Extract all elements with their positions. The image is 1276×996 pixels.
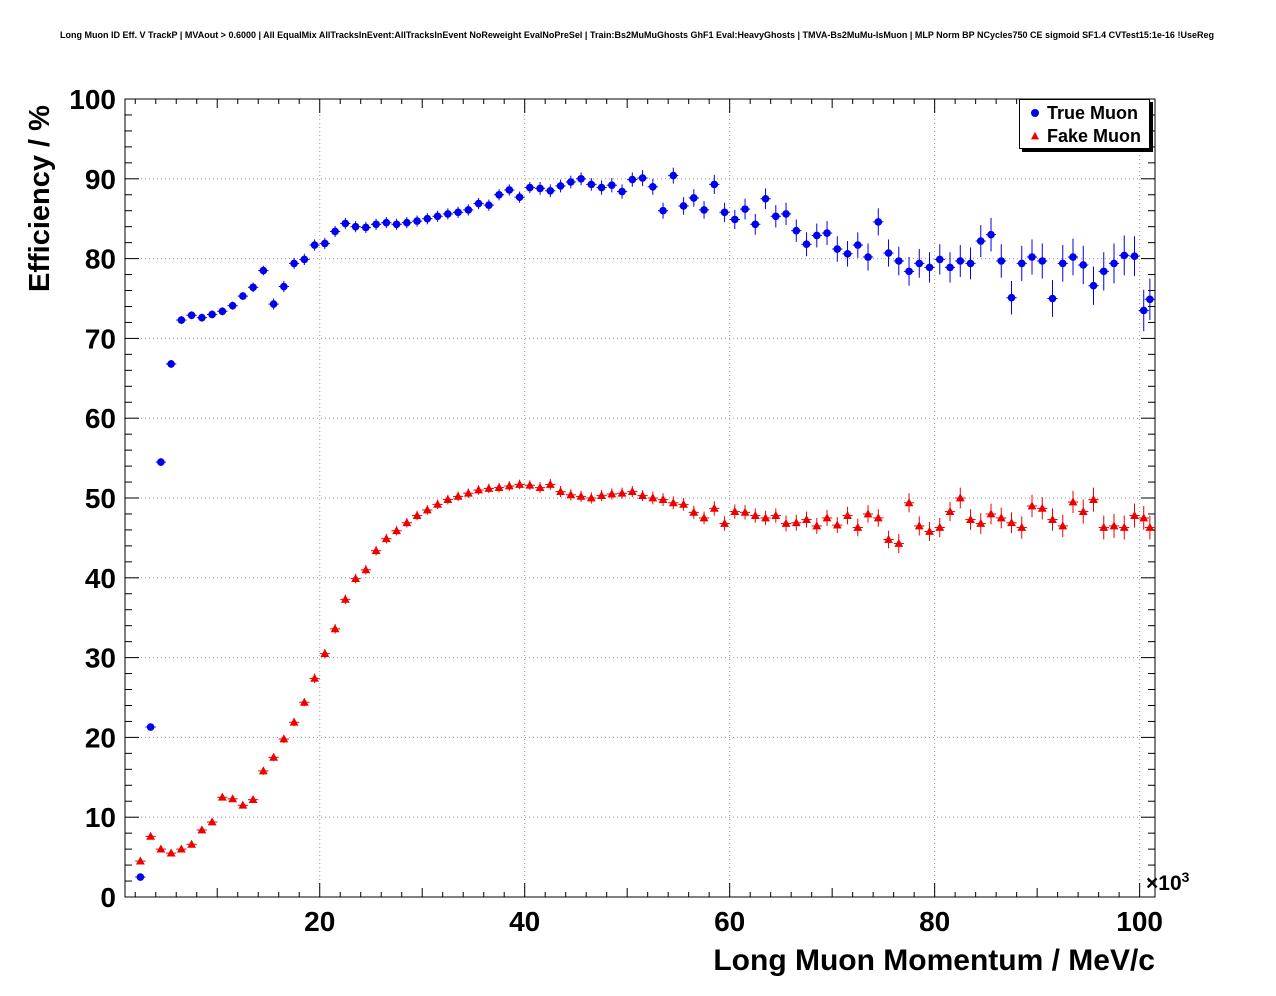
- x-axis-exponent-power: 3: [1181, 869, 1190, 885]
- y-axis-title: Efficiency / %: [24, 105, 56, 292]
- x-axis-exponent-base: ×10: [1146, 872, 1182, 895]
- legend: True Muon Fake Muon: [1019, 99, 1150, 149]
- legend-label-true-muon: True Muon: [1047, 102, 1138, 123]
- svg-text:50: 50: [85, 483, 116, 514]
- svg-text:10: 10: [85, 802, 116, 833]
- legend-label-fake-muon: Fake Muon: [1047, 125, 1142, 146]
- svg-text:40: 40: [509, 906, 540, 937]
- svg-text:80: 80: [85, 244, 116, 275]
- svg-text:60: 60: [714, 906, 745, 937]
- svg-text:70: 70: [85, 323, 116, 354]
- svg-text:90: 90: [85, 164, 116, 195]
- svg-text:40: 40: [85, 563, 116, 594]
- svg-text:20: 20: [304, 906, 335, 937]
- svg-text:0: 0: [100, 882, 116, 913]
- plot-title: Long Muon ID Eff. V TrackP | MVAout > 0.…: [60, 30, 1214, 40]
- x-axis-exponent: ×103: [1146, 869, 1189, 896]
- fake-muon-marker-icon: [1031, 131, 1039, 139]
- x-axis-title: Long Muon Momentum / MeV/c: [713, 944, 1155, 977]
- true-muon-marker-icon: [1031, 108, 1039, 117]
- svg-text:30: 30: [85, 643, 116, 674]
- svg-text:100: 100: [1116, 906, 1163, 937]
- legend-item-fake-muon: Fake Muon: [1023, 126, 1149, 146]
- svg-text:80: 80: [919, 906, 950, 937]
- svg-text:100: 100: [69, 84, 116, 115]
- svg-text:60: 60: [85, 403, 116, 434]
- legend-item-true-muon: True Muon: [1023, 103, 1149, 123]
- svg-text:20: 20: [85, 722, 116, 753]
